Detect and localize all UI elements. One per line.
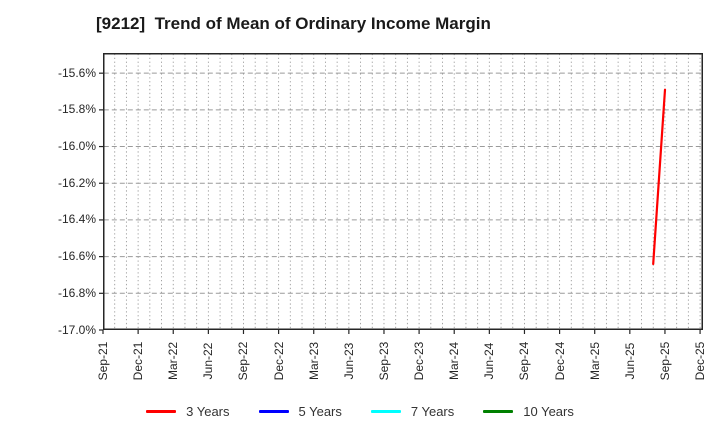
x-tick-label: Jun-22 (201, 342, 216, 380)
legend-label: 7 Years (410, 404, 455, 419)
x-tick-label: Jun-23 (341, 342, 356, 380)
legend-item-7-years: 7 Years (370, 404, 455, 419)
legend: 3 Years 5 Years 7 Years 10 Years (0, 404, 720, 419)
x-tick-label: Sep-25 (657, 341, 672, 381)
x-tick-label: Sep-22 (236, 341, 251, 381)
x-tick-label: Jun-25 (622, 342, 637, 380)
legend-line-swatch (370, 410, 401, 413)
legend-line-swatch (258, 410, 289, 413)
legend-label: 10 Years (523, 404, 574, 419)
y-tick-label: -16.0% (57, 139, 96, 154)
x-tick-label: Mar-24 (447, 341, 462, 381)
x-tick-label: Mar-23 (306, 341, 321, 381)
legend-label: 3 Years (186, 404, 230, 419)
x-tick-label: Jun-24 (482, 342, 497, 380)
x-tick-label: Mar-22 (166, 341, 181, 381)
x-tick-label: Mar-25 (587, 341, 602, 381)
series-line-3-years (652, 88, 667, 266)
x-tick-label: Sep-21 (96, 341, 110, 381)
y-tick-label: -16.4% (57, 212, 96, 227)
plot-frame (103, 53, 703, 330)
x-tick-label: Sep-23 (376, 341, 391, 381)
x-tick-label: Dec-24 (552, 341, 567, 381)
plot-area (99, 53, 703, 334)
x-tick-label: Dec-21 (131, 341, 146, 381)
y-tick-label: -16.8% (57, 285, 96, 300)
legend-item-10-years: 10 Years (483, 404, 574, 419)
x-tick-label: Dec-22 (271, 341, 286, 381)
y-tick-label: -16.6% (57, 249, 96, 264)
y-tick-label: -15.8% (57, 102, 96, 117)
y-tick-label: -15.6% (57, 65, 96, 80)
legend-item-5-years: 5 Years (258, 404, 342, 419)
x-tick-label: Sep-24 (517, 341, 532, 381)
x-tick-label: Dec-23 (412, 341, 427, 381)
legend-line-swatch (146, 410, 177, 413)
chart-title: [9212] Trend of Mean of Ordinary Income … (96, 14, 491, 33)
y-tick-label: -17.0% (57, 322, 96, 337)
y-tick-label: -16.2% (57, 175, 96, 190)
legend-item-3-years: 3 Years (146, 404, 230, 419)
legend-label: 5 Years (298, 404, 342, 419)
legend-line-swatch (483, 410, 514, 413)
x-tick-label: Dec-25 (693, 341, 708, 381)
